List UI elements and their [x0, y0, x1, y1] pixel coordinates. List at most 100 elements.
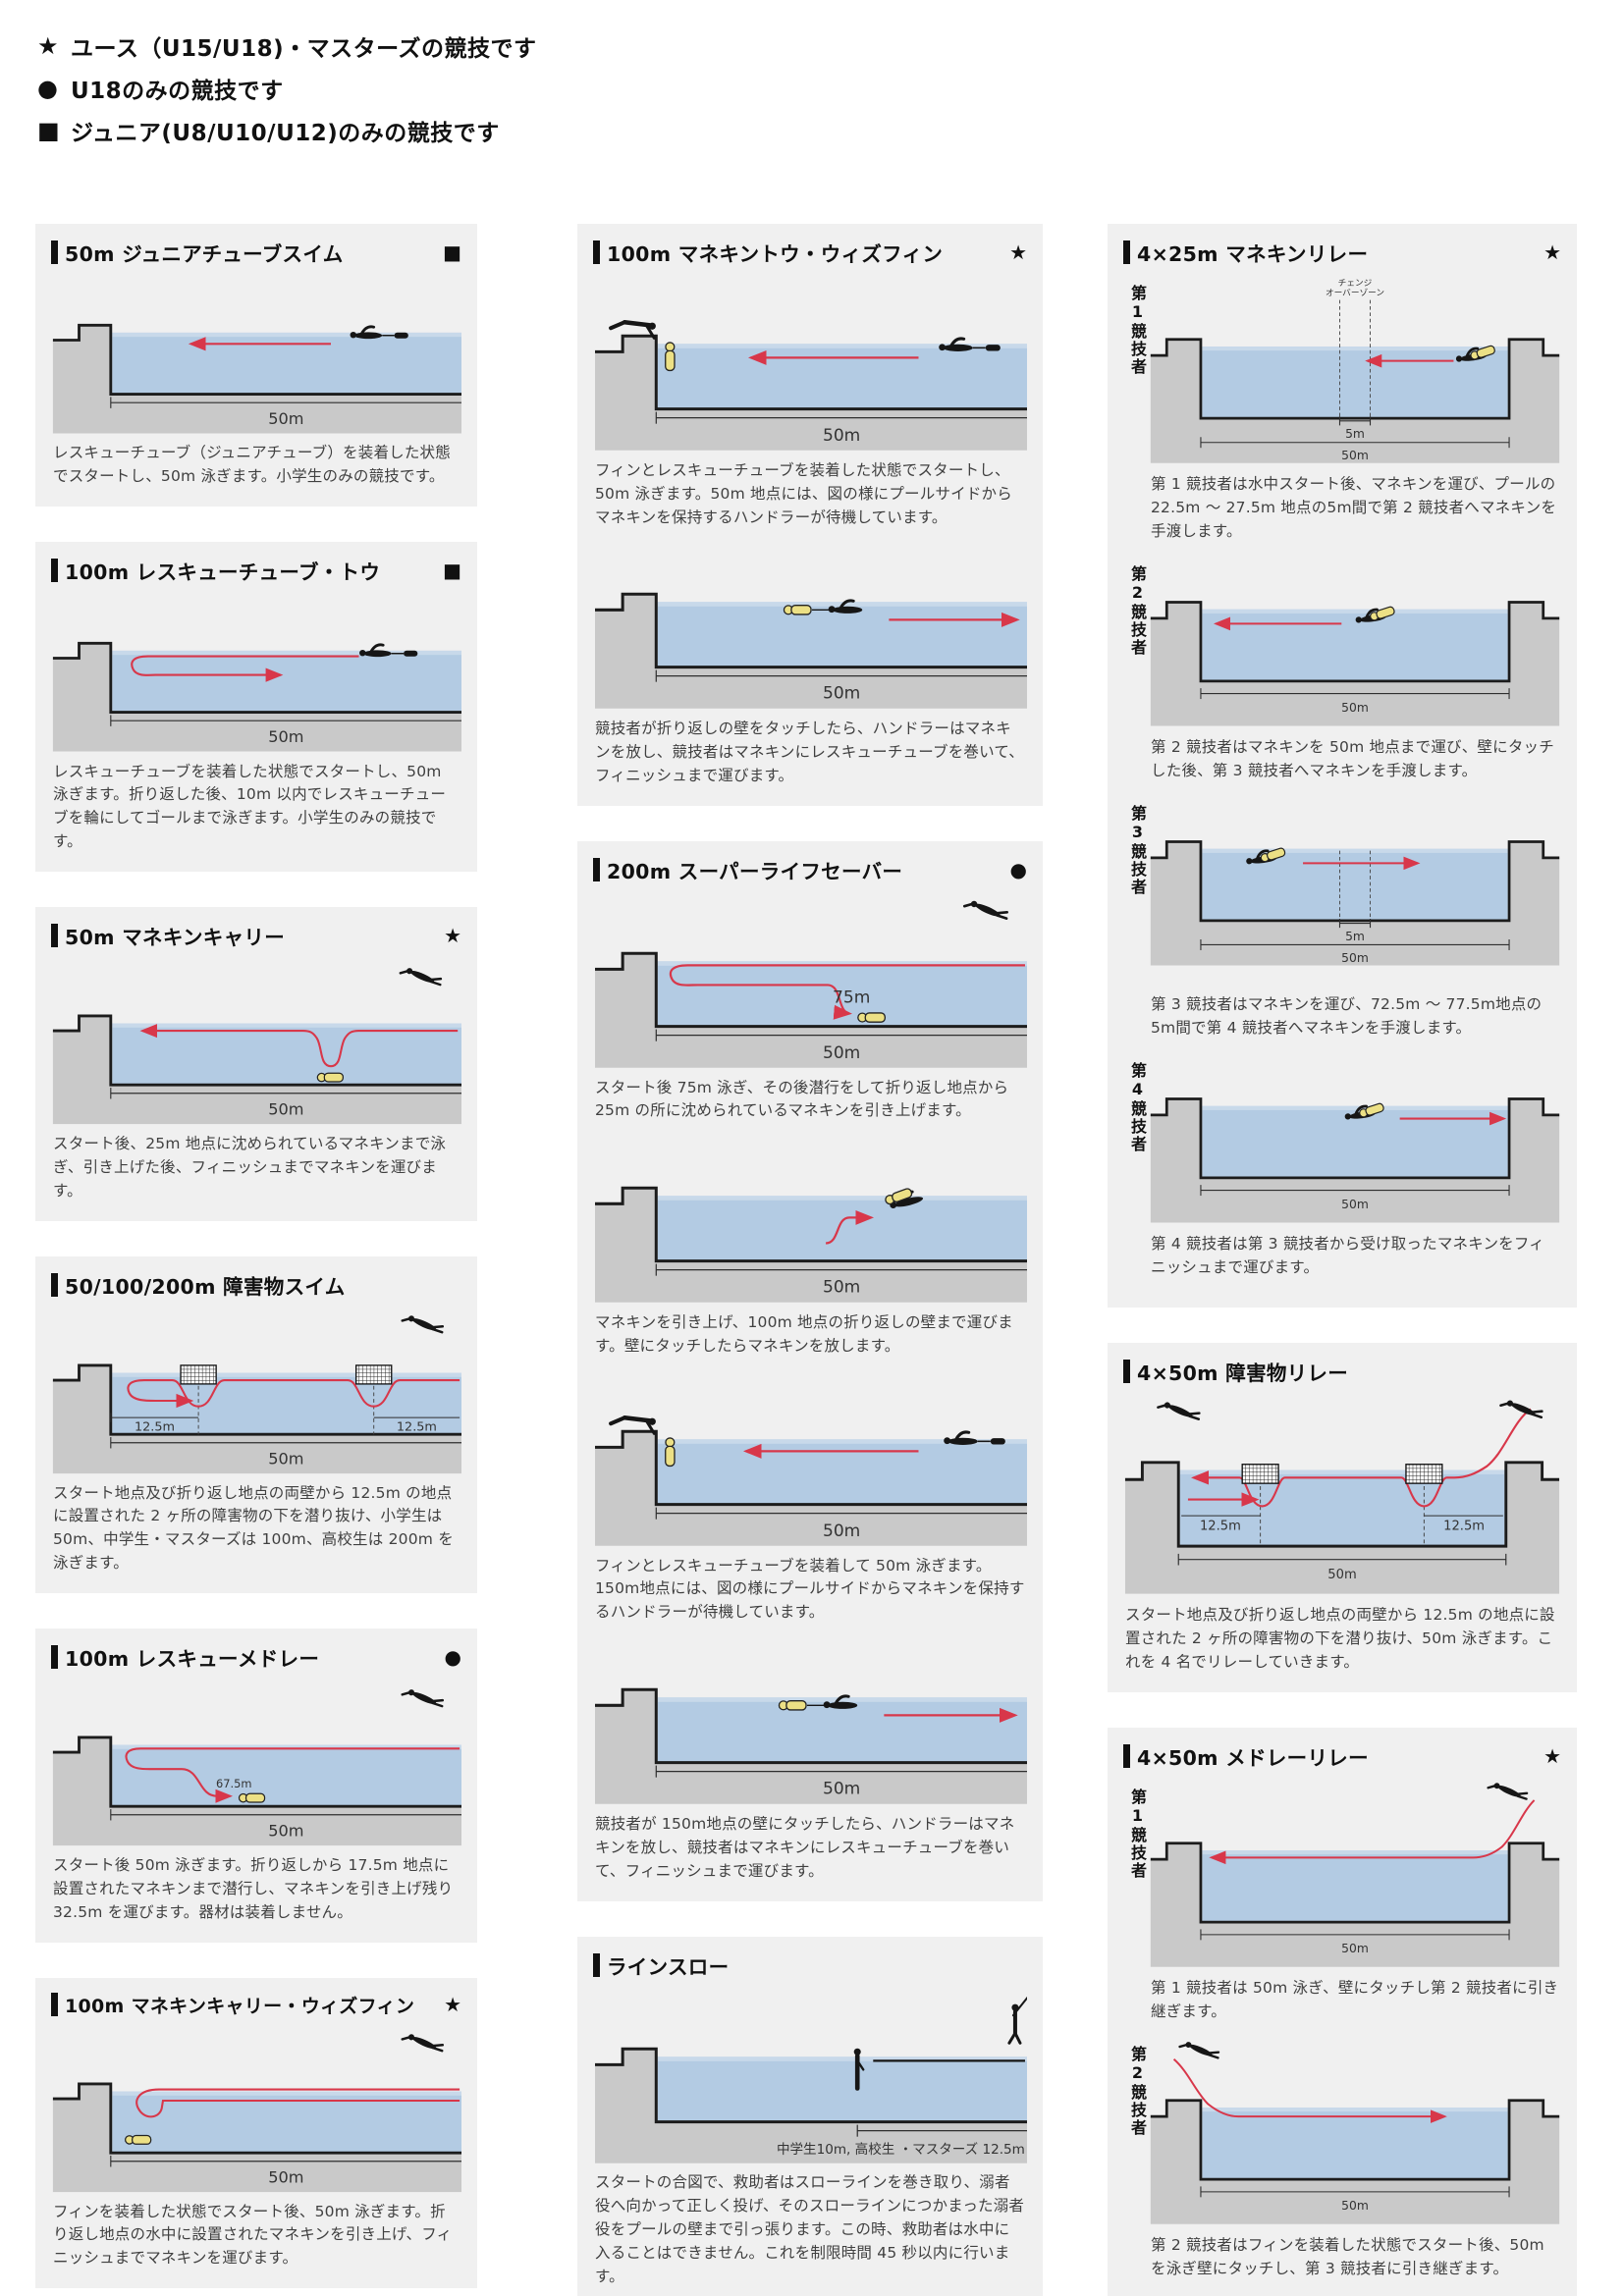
dimension-label: 50m: [1341, 1942, 1369, 1955]
pool-diagram: 50m: [51, 323, 461, 435]
legend-text: U18のみの競技です: [71, 79, 284, 104]
dimension-label: 50m: [268, 1822, 303, 1841]
card-description: スタート地点及び折り返し地点の両壁から 12.5m の地点に設置された 2 ヶ所…: [53, 1483, 454, 1573]
obstacle-icon: [1241, 1463, 1279, 1484]
dimension-label: 50m: [268, 1100, 303, 1119]
circle-icon: ●: [37, 75, 58, 102]
diver-icon: [401, 1682, 446, 1713]
diver-icon: [1157, 1395, 1203, 1426]
card-junior-tube-swim: 50m ジュニアチューブスイム ■ 50m レスキューチューブ（ジュニアチューブ…: [35, 224, 477, 507]
square-icon: ■: [37, 117, 60, 144]
competitor-label: 第4競技者: [1128, 1061, 1147, 1153]
dimension-label: 50m: [268, 409, 303, 428]
card-title: 50m マネキンキャリー: [65, 925, 286, 949]
card-obstacle-relay: 4×50m 障害物リレー 12.5m 12.5m 50m スター: [1108, 1342, 1577, 1692]
title-bar: [593, 857, 600, 881]
section-description: 第 1 競技者は 50m 泳ぎ、壁にタッチし第 2 競技者に引き継ぎます。: [1151, 1979, 1559, 2021]
pool-diagram: 50m: [593, 1187, 1027, 1305]
pool-diagram: 67.5m 50m: [51, 1682, 461, 1847]
pool-diagram: 中学生10m, 高校生 ・マスターズ 12.5m: [593, 1988, 1027, 2164]
dimension-label: 50m: [268, 2167, 303, 2186]
pool-diagram: 50m: [51, 961, 461, 1126]
dimension-label: 50m: [268, 1449, 303, 1468]
manikin-icon: [665, 1437, 676, 1467]
card-description: フィンを装着した状態でスタート後、50m 泳ぎます。折り返し地点の水中に設置され…: [53, 2202, 453, 2268]
dimension-label: 12.5m: [135, 1419, 175, 1434]
dimension-label: 中学生10m, 高校生 ・マスターズ 12.5m: [777, 2140, 1025, 2157]
diver-icon: [1178, 2035, 1221, 2064]
competitor-label: 第1競技者: [1128, 285, 1147, 376]
pool-diagram: 50m: [593, 1687, 1027, 1806]
obstacle-icon: [1405, 1463, 1443, 1484]
pool-diagram: 50m: [51, 641, 461, 754]
column-right: 4×25m マネキンリレー ★ 第1競技者 チェンジ オーバーゾーン: [1108, 224, 1577, 2296]
pool-diagram: 50m: [1149, 1097, 1561, 1224]
card-manikin-carry: 50m マネキンキャリー ★ 50m スタート後、25m 地点に沈められているマ…: [35, 906, 477, 1221]
card-title: 100m レスキューチューブ・トウ: [65, 561, 381, 585]
youth-masters-marker-icon: ★: [444, 923, 461, 947]
card-title: 100m マネキントウ・ウィズフィン: [607, 242, 944, 266]
obstacle-icon: [180, 1363, 217, 1385]
card-obstacle-swim: 50/100/200m 障害物スイム 12.5m 12.5m 50m スタート地…: [35, 1255, 477, 1593]
legend-text: ジュニア(U8/U10/U12)のみの競技です: [71, 121, 500, 146]
card-rescue-tube-tow: 100m レスキューチューブ・トウ ■ 50m レスキューチューブを装着した状態…: [35, 542, 477, 872]
manikin-icon: [778, 1700, 807, 1711]
relay-section-1: 第1競技者 チェンジ オーバーゾーン 5m 50m 第 1 競技者: [1123, 275, 1561, 554]
title-bar: [51, 923, 58, 947]
card-description: レスキューチューブ（ジュニアチューブ）を装着した状態でスタートし、50m 泳ぎま…: [53, 444, 451, 486]
youth-masters-marker-icon: ★: [1009, 240, 1027, 264]
title-bar: [1123, 1743, 1130, 1768]
card-description: フィンとレスキューチューブを装着した状態でスタートし、50m 泳ぎます。50m …: [595, 460, 1012, 526]
dimension-label: 50m: [1341, 701, 1369, 715]
column-middle: 100m マネキントウ・ウィズフィン ★ 50m フィンとレスキューチューブを装…: [577, 224, 1043, 2296]
pool-diagram: 50m: [51, 2027, 461, 2194]
relay-section-3: 第3競技者 5m 50m 第 3 競技者はマネキンを運び、72.5m 〜 77.…: [1123, 795, 1561, 1050]
dimension-label: 50m: [823, 1278, 860, 1298]
card-title: 4×25m マネキンリレー: [1137, 242, 1369, 266]
dimension-label: 5m: [1345, 427, 1365, 441]
manikin-icon: [665, 342, 676, 372]
diver-icon: [401, 2027, 446, 2057]
relay-section-1: 第1競技者 50m 第 1 競技者は 50m 泳ぎ、壁にタッチし第 2 競技者に…: [1123, 1778, 1561, 2034]
dimension-label: 50m: [268, 727, 303, 746]
title-bar: [593, 240, 600, 264]
junior-marker-icon: ■: [443, 240, 461, 264]
manikin-icon: [238, 1792, 266, 1803]
card-description: レスキューチューブを装着した状態でスタートし、50m 泳ぎます。折り返した後、1…: [53, 762, 447, 851]
title-bar: [1123, 240, 1130, 264]
pool-diagram: 75m 50m: [593, 893, 1027, 1070]
dimension-label: 12.5m: [397, 1419, 437, 1434]
card-title: 100m マネキンキャリー・ウィズフィン: [65, 1995, 415, 2017]
legend-text: ユース（U15/U18)・マスターズの競技です: [71, 36, 537, 62]
card-title: 200m スーパーライフセーバー: [607, 859, 903, 883]
star-icon: ★: [37, 32, 59, 60]
relay-section-2: 第2競技者 50m 第 2 競技者はフィンを装着した状態でスタート後、50m を…: [1123, 2035, 1561, 2291]
pool-diagram: 50m: [1149, 1778, 1561, 1968]
section-description: 第 1 競技者は水中スタート後、マネキンを運び、プールの 22.5m 〜 27.…: [1151, 475, 1557, 541]
card-title: 4×50m メドレーリレー: [1137, 1745, 1369, 1770]
pool-diagram: 50m: [1149, 601, 1561, 727]
pool-diagram: 50m: [593, 1370, 1027, 1548]
dimension-label: 50m: [1341, 449, 1369, 462]
relay-section-2: 第2競技者 50m 第 2 競技者はマネキンを 50m 地点まで運び、壁にタッチ…: [1123, 556, 1561, 793]
diver-icon: [399, 961, 444, 991]
dimension-label: 50m: [823, 1522, 860, 1541]
card-description: フィンとレスキューチューブを装着して 50m 泳ぎます。150m地点には、図の様…: [595, 1556, 1025, 1622]
pool-diagram: 12.5m 12.5m 50m: [1123, 1393, 1561, 1595]
card-title: 4×50m 障害物リレー: [1137, 1361, 1349, 1385]
youth-masters-marker-icon: ★: [1543, 1743, 1561, 1768]
relay-section-4: 第4競技者 50m 第 4 競技者は第 3 競技者から受け取ったマネキンをフィニ…: [1123, 1052, 1561, 1290]
dimension-label: 12.5m: [1443, 1519, 1485, 1533]
section-description: 第 2 競技者はマネキンを 50m 地点まで運び、壁にタッチした後、第 3 競技…: [1151, 738, 1554, 779]
column-left: 50m ジュニアチューブスイム ■ 50m レスキューチューブ（ジュニアチューブ…: [35, 224, 477, 2296]
title-bar: [51, 1272, 58, 1297]
legend: ★ ユース（U15/U18)・マスターズの競技です ● U18のみの競技です ■…: [37, 29, 536, 156]
card-title: 50/100/200m 障害物スイム: [65, 1274, 346, 1299]
title-bar: [51, 240, 58, 264]
card-manikin-tow-fins: 100m マネキントウ・ウィズフィン ★ 50m フィンとレスキューチューブを装…: [577, 224, 1043, 806]
manikin-icon: [857, 1012, 886, 1023]
competitor-label: 第3競技者: [1128, 804, 1147, 896]
changeover-label: オーバーゾーン: [1326, 288, 1384, 298]
card-description: スタート地点及び折り返し地点の両壁から 12.5m の地点に設置された 2 ヶ所…: [1125, 1606, 1555, 1671]
